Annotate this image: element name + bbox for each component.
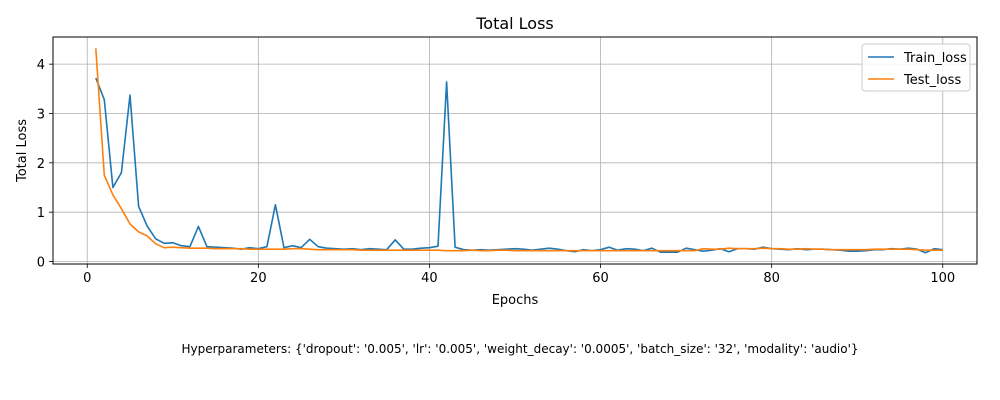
plot-frame	[52, 36, 978, 265]
chart-title: Total Loss	[475, 14, 554, 33]
legend: Train_loss Test_loss	[861, 43, 971, 92]
y-tick-label: 0	[37, 256, 45, 271]
y-tick-label: 2	[37, 157, 45, 172]
x-axis-label: Epochs	[492, 293, 539, 308]
y-tick-label: 1	[37, 206, 45, 221]
x-tick-label: 100	[930, 271, 955, 286]
x-tick-label: 60	[592, 271, 609, 286]
x-tick-label: 0	[83, 271, 91, 286]
y-axis-label: Total Loss	[15, 119, 30, 183]
hyperparameters-caption: Hyperparameters: {'dropout': '0.005', 'l…	[181, 342, 859, 356]
y-tick-label: 3	[37, 107, 45, 122]
x-tick-label: 80	[763, 271, 780, 286]
y-tick-label: 4	[37, 58, 45, 73]
series-lines	[95, 48, 943, 254]
legend-label: Train_loss	[903, 51, 967, 66]
legend-label: Test_loss	[903, 73, 961, 88]
axis-ticks: 0 20 40 60 80 100 0 1 2 3 4	[37, 58, 955, 286]
x-tick-label: 20	[250, 271, 267, 286]
grid	[53, 37, 977, 264]
series-line-train-loss	[95, 77, 943, 254]
series-line-test-loss	[95, 48, 943, 252]
x-tick-label: 40	[421, 271, 438, 286]
